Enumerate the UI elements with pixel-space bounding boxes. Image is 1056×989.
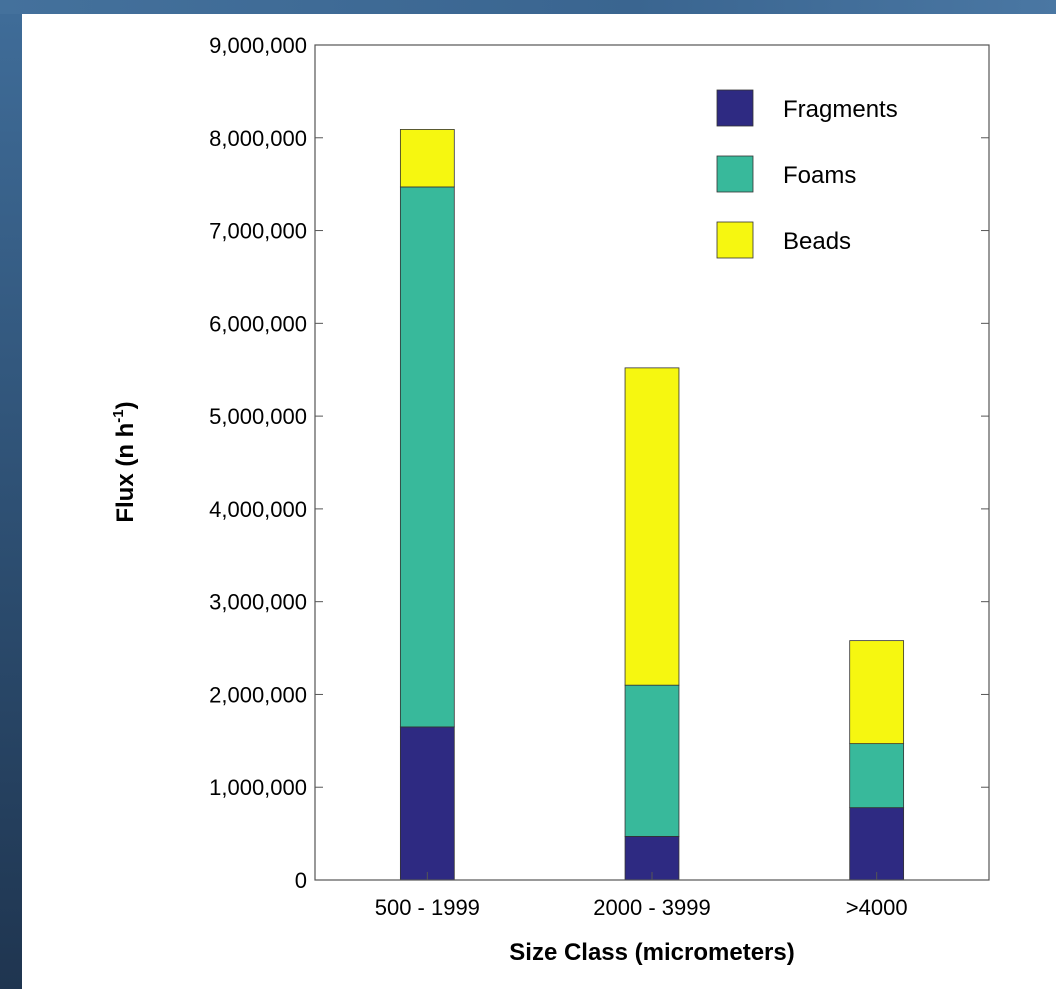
x-tick-label: 2000 - 3999 <box>593 895 710 920</box>
bar-beads-2 <box>849 640 905 745</box>
bar-foams-1 <box>624 684 680 837</box>
y-axis-ticks: 0 1,000,000 2,000,000 3,000,000 4,000,000 5,0… <box>209 33 989 893</box>
y-tick-label: 5,000,000 <box>209 404 307 429</box>
x-axis-title: Size Class (micrometers) <box>509 939 794 966</box>
legend-label-foams: Foams <box>783 162 856 189</box>
bar-fragments-2 <box>849 807 905 881</box>
bars-layer <box>399 129 905 881</box>
y-tick-label: 9,000,000 <box>209 33 307 58</box>
y-tick-label: 6,000,000 <box>209 311 307 336</box>
x-tick-label: >4000 <box>846 895 908 920</box>
bar-foams-0 <box>399 186 455 728</box>
y-tick-label: 3,000,000 <box>209 590 307 615</box>
legend-swatch-beads <box>716 221 754 259</box>
x-tick-label: 500 - 1999 <box>375 895 480 920</box>
bar-foams-2 <box>849 743 905 809</box>
y-tick-label: 2,000,000 <box>209 682 307 707</box>
legend-swatch-fragments <box>716 89 754 127</box>
background-top-band <box>0 0 1056 14</box>
legend-label-fragments: Fragments <box>783 96 898 123</box>
y-axis-title-tail: ) <box>112 401 139 409</box>
y-axis-title: Flux (n h-1) <box>110 401 139 522</box>
y-tick-label: 8,000,000 <box>209 126 307 151</box>
x-axis-ticks: 500 - 1999 2000 - 3999 >4000 <box>375 872 908 920</box>
y-axis-title-main: Flux (n h <box>112 423 139 523</box>
legend-swatch-foams <box>716 155 754 193</box>
y-axis-title-superscript: -1 <box>110 409 127 422</box>
bar-beads-1 <box>624 367 680 686</box>
bar-beads-0 <box>399 129 455 188</box>
plot-frame <box>314 44 990 881</box>
legend-label-beads: Beads <box>783 228 851 255</box>
y-tick-label: 7,000,000 <box>209 219 307 244</box>
bar-fragments-0 <box>399 726 455 881</box>
y-tick-label: 1,000,000 <box>209 775 307 800</box>
legend: Fragments Foams Beads <box>716 89 898 259</box>
background-side-band <box>0 14 22 989</box>
y-tick-label: 0 <box>295 868 307 893</box>
y-tick-label: 4,000,000 <box>209 497 307 522</box>
